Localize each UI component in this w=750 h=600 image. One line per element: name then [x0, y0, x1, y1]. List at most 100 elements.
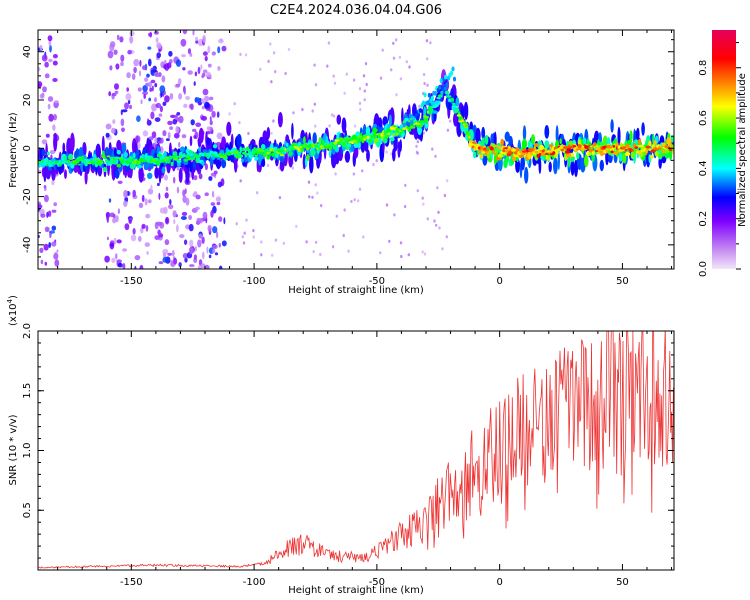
- heatmap-speck: [235, 222, 238, 226]
- heatmap-speck: [155, 102, 162, 109]
- y-tick-label: 0.5: [22, 502, 33, 518]
- heatmap-speck: [156, 52, 161, 59]
- colorbar-tick-label: 0.4: [698, 160, 709, 176]
- heatmap-blob: [347, 142, 352, 148]
- heatmap-blob: [342, 142, 346, 146]
- heatmap-speck: [143, 94, 146, 99]
- heatmap-speck: [104, 255, 110, 263]
- heatmap-speck: [201, 236, 205, 244]
- heatmap-blob: [610, 150, 614, 154]
- heatmap-blob: [254, 154, 259, 157]
- heatmap-speck: [422, 72, 426, 77]
- heatmap-blob: [439, 78, 443, 84]
- heatmap-speck: [109, 212, 115, 218]
- heatmap-blob: [484, 135, 489, 145]
- heatmap-speck: [314, 124, 317, 128]
- heatmap-speck: [416, 189, 419, 193]
- heatmap-speck: [252, 229, 255, 233]
- heatmap-speck: [150, 111, 155, 120]
- heatmap-speck: [182, 189, 186, 197]
- heatmap-speck: [54, 259, 60, 267]
- heatmap-speck: [216, 132, 223, 140]
- heatmap-blob: [432, 110, 438, 114]
- heatmap-blob: [239, 146, 243, 154]
- heatmap-speck: [41, 54, 48, 62]
- heatmap-speck: [398, 55, 402, 60]
- heatmap-blob: [670, 135, 674, 143]
- heatmap-speck: [134, 265, 137, 269]
- heatmap-blob: [521, 138, 528, 150]
- heatmap-blob: [538, 152, 542, 157]
- heatmap-speck: [345, 72, 348, 76]
- heatmap-speck: [416, 140, 419, 144]
- heatmap-speck: [142, 130, 149, 137]
- heatmap-speck: [120, 54, 125, 62]
- heatmap-speck: [137, 87, 142, 92]
- heatmap-speck: [189, 239, 194, 247]
- heatmap-blob: [650, 149, 657, 153]
- heatmap-speck: [118, 262, 123, 268]
- heatmap-blob: [634, 146, 639, 149]
- heatmap-speck: [172, 118, 178, 125]
- heatmap-speck: [172, 210, 177, 218]
- heatmap-speck: [127, 99, 131, 105]
- heatmap-speck: [199, 217, 203, 224]
- heatmap-blob: [411, 116, 415, 121]
- heatmap-speck: [270, 80, 273, 84]
- heatmap-blob: [576, 152, 580, 160]
- heatmap-blob: [353, 142, 359, 148]
- heatmap-blob: [466, 133, 470, 137]
- heatmap-speck: [342, 233, 345, 238]
- heatmap-blob: [638, 144, 644, 148]
- heatmap-speck: [39, 44, 43, 51]
- heatmap-blob: [318, 137, 322, 145]
- heatmap-speck: [372, 162, 375, 167]
- heatmap-speck: [189, 52, 193, 57]
- heatmap-blob: [524, 166, 529, 184]
- heatmap-blob: [494, 145, 500, 148]
- x-tick-label: -150: [120, 577, 143, 588]
- heatmap-speck: [38, 204, 43, 209]
- heatmap-blob: [189, 161, 193, 173]
- heatmap-speck: [352, 172, 356, 176]
- heatmap-speck: [425, 39, 429, 43]
- spectrogram-x-label: Height of straight line (km): [288, 285, 424, 296]
- heatmap-speck: [39, 93, 45, 99]
- heatmap-speck: [185, 197, 190, 206]
- heatmap-blob: [206, 137, 211, 146]
- heatmap-blob: [566, 140, 569, 147]
- x-tick-label: -50: [369, 577, 385, 588]
- heatmap-blob: [427, 92, 431, 98]
- heatmap-blob: [456, 114, 462, 117]
- heatmap-blob: [43, 164, 47, 183]
- heatmap-speck: [272, 51, 276, 55]
- x-tick-label: 50: [616, 577, 629, 588]
- heatmap-blob: [291, 122, 294, 140]
- heatmap-speck: [350, 199, 353, 204]
- y-tick-label: -20: [22, 188, 33, 204]
- heatmap-speck: [158, 72, 162, 78]
- heatmap-blob: [285, 142, 289, 147]
- heatmap-speck: [111, 127, 116, 134]
- heatmap-blob: [533, 147, 537, 150]
- heatmap-speck: [45, 133, 50, 138]
- heatmap-speck: [206, 246, 209, 254]
- heatmap-speck: [271, 253, 274, 257]
- heatmap-blob: [388, 129, 393, 137]
- heatmap-speck: [358, 101, 362, 105]
- heatmap-blob: [277, 149, 283, 153]
- heatmap-speck: [167, 132, 171, 139]
- heatmap-blob: [193, 152, 196, 155]
- snr-y-ticks: 0.5 1.0 1.5 2.0: [22, 323, 674, 559]
- heatmap-speck: [117, 180, 123, 184]
- heatmap-speck: [164, 59, 167, 65]
- heatmap-blob: [198, 146, 202, 152]
- heatmap-blob: [101, 135, 105, 155]
- heatmap-speck: [437, 210, 440, 214]
- heatmap-speck: [274, 238, 278, 242]
- heatmap-speck: [52, 60, 58, 66]
- heatmap-blob: [175, 155, 180, 158]
- heatmap-speck: [207, 225, 212, 232]
- heatmap-blob: [149, 156, 154, 160]
- heatmap-speck: [438, 226, 441, 230]
